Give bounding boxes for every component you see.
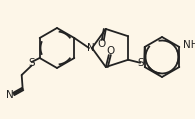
Text: N: N [87,43,95,53]
Text: S: S [28,58,35,68]
Text: O: O [98,39,106,49]
Text: N: N [6,90,14,100]
Text: NH: NH [183,40,195,50]
Text: O: O [107,46,115,56]
Text: S: S [138,58,144,68]
